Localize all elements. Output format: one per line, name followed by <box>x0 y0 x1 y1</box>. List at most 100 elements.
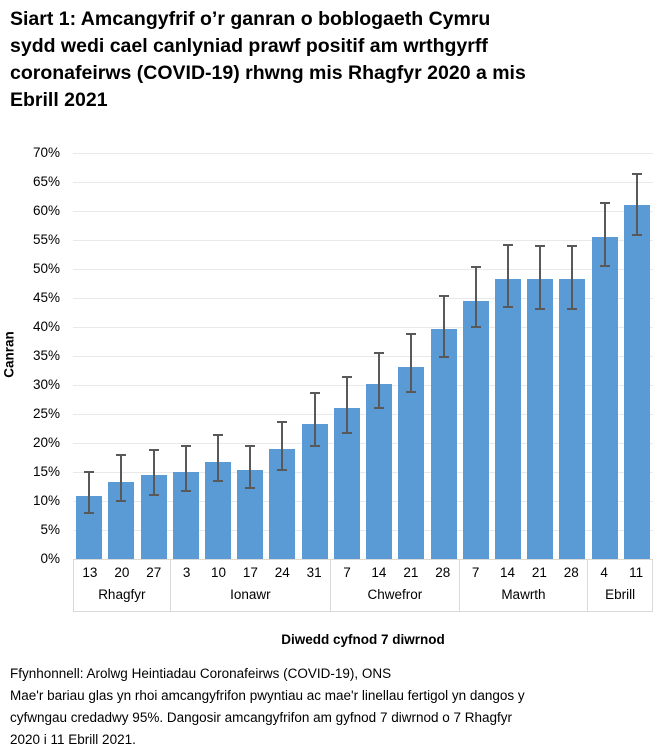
error-bar-line <box>635 173 638 236</box>
x-tick-day: 24 <box>274 565 290 580</box>
y-tick-label: 35% <box>32 348 60 363</box>
plot-area <box>73 153 653 559</box>
error-bar-line <box>442 295 445 357</box>
x-group-label: Mawrth <box>501 587 546 602</box>
error-bar-line <box>217 434 219 481</box>
gridline <box>73 298 653 299</box>
x-tick-day: 27 <box>146 565 162 580</box>
y-tick-label: 60% <box>32 203 60 218</box>
x-tick-day: 28 <box>563 565 579 580</box>
bar-Ebrill-11 <box>623 205 650 559</box>
gridline <box>73 385 653 386</box>
x-tick-day: 4 <box>600 565 608 580</box>
error-bar-line <box>184 446 187 491</box>
error-bar-cap <box>631 172 642 175</box>
error-bar-cap <box>245 444 256 447</box>
x-tick-day: 11 <box>629 565 644 580</box>
error-bar-cap <box>309 445 320 448</box>
bar-Ebrill-4 <box>591 237 618 559</box>
gridline <box>73 269 653 270</box>
gridline <box>73 414 653 415</box>
x-tick-day: 20 <box>114 565 130 580</box>
x-tick-day: 13 <box>82 565 98 580</box>
source-text: Ffynhonnell: Arolwg Heintiadau Coronafei… <box>10 666 392 681</box>
error-bar-cap <box>599 201 610 204</box>
bar-Mawrth-14 <box>495 278 521 559</box>
x-tick-day: 10 <box>210 565 227 580</box>
error-bar-line <box>410 333 413 392</box>
x-axis-strip: 13 20 27 Rhagfyr 3 10 17 24 31 Ionawr 7 14 21 28 Chwef… <box>73 559 653 612</box>
error-bar-cap <box>277 469 288 472</box>
error-bar-cap <box>213 433 223 436</box>
error-bar-cap <box>213 479 223 482</box>
gridline <box>73 240 653 241</box>
bar-Chwefror-21 <box>398 367 425 559</box>
gridline <box>73 211 653 212</box>
error-bar-cap <box>84 511 95 514</box>
x-tick-day: 7 <box>343 565 351 580</box>
error-bar-cap <box>406 390 417 393</box>
error-bar-cap <box>148 448 159 451</box>
month-group-Rhagfyr: 13 20 27 Rhagfyr <box>74 560 170 611</box>
error-bar-line <box>88 472 91 513</box>
day-row: 7 14 21 28 <box>331 560 459 580</box>
error-bar-line <box>474 267 477 327</box>
y-tick-label: 20% <box>32 435 60 450</box>
month-group-Chwefror: 7 14 21 28 Chwefror <box>330 560 459 611</box>
error-bar-line <box>313 393 316 447</box>
error-bar-cap <box>631 234 642 237</box>
error-bar-cap <box>438 294 449 297</box>
error-bar-cap <box>406 332 417 335</box>
gridline <box>73 501 653 502</box>
y-tick-label: 0% <box>40 551 60 566</box>
error-bar-line <box>603 202 606 266</box>
x-tick-day: 14 <box>371 565 387 580</box>
y-tick-label: 25% <box>32 406 60 421</box>
x-group-label: Rhagfyr <box>98 587 146 602</box>
x-tick-day: 21 <box>403 565 419 580</box>
error-bar-cap <box>535 308 546 311</box>
gridline <box>73 182 653 183</box>
error-bar-line <box>507 245 509 308</box>
x-group-label: Ebrill <box>605 587 636 602</box>
error-bar-cap <box>180 489 191 492</box>
error-bar-cap <box>116 500 127 502</box>
error-bar-cap <box>567 244 578 247</box>
gridline <box>73 327 653 328</box>
error-bar-line <box>249 445 252 489</box>
note-text: Mae'r bariau glas yn rhoi amcangyfrifon … <box>10 688 525 747</box>
bar-Mawrth-7 <box>462 300 489 559</box>
x-tick-day: 21 <box>531 565 547 580</box>
error-bar-cap <box>535 245 546 248</box>
error-bar-cap <box>503 306 513 309</box>
error-bar-line <box>378 352 381 409</box>
y-tick-label: 15% <box>32 464 60 479</box>
error-bar-line <box>281 422 284 471</box>
gridline <box>73 153 653 154</box>
error-bar-cap <box>341 375 352 378</box>
y-tick-label: 40% <box>32 319 60 334</box>
error-bar-cap <box>148 493 159 496</box>
error-bar-cap <box>277 421 288 424</box>
y-tick-label: 50% <box>32 261 60 276</box>
y-tick-label: 10% <box>32 493 60 508</box>
error-bar-cap <box>374 407 385 410</box>
y-tick-label: 55% <box>32 232 60 247</box>
month-group-Ionawr: 3 10 17 24 31 Ionawr <box>169 560 330 611</box>
error-bar-cap <box>341 431 352 434</box>
x-tick-day: 14 <box>499 565 516 580</box>
gridline <box>73 530 653 531</box>
y-tick-label: 45% <box>32 290 60 305</box>
error-bar-cap <box>599 264 610 267</box>
x-axis-title: Diwedd cyfnod 7 diwrnod <box>281 632 445 647</box>
error-bar-cap <box>470 326 481 328</box>
x-group-label: Ionawr <box>230 587 271 602</box>
y-axis-tick-labels: 0% 5% 10% 15% 20% 25% 30% 35% 40% 45% 50% 55% 60% 65%… <box>0 145 60 566</box>
error-bar-cap <box>84 471 95 473</box>
error-bar-cap <box>309 392 320 395</box>
x-tick-day: 28 <box>435 565 451 580</box>
bar-Chwefror-14 <box>366 384 393 559</box>
x-tick-day: 31 <box>306 565 322 580</box>
error-bar-cap <box>374 351 385 354</box>
month-group-Ebrill: 4 11 Ebrill <box>587 560 652 611</box>
